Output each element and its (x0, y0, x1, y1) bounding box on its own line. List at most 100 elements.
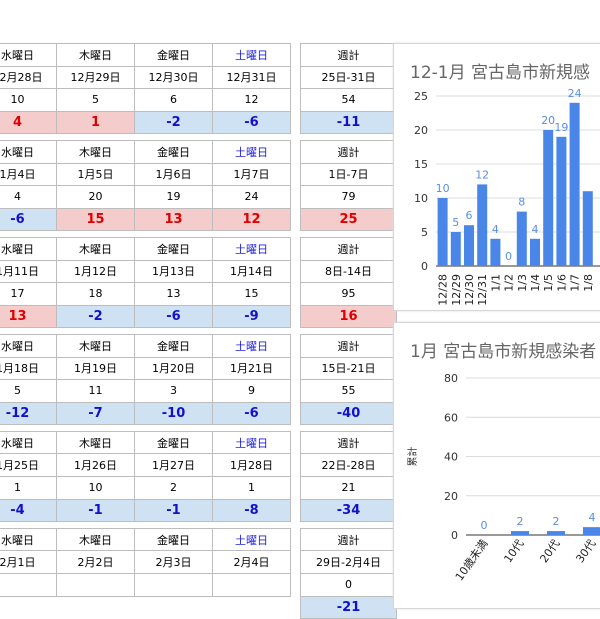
x-tick-label: 1/5 (542, 274, 555, 292)
day-header-cell: 土曜日 (212, 333, 291, 358)
day-date-cell: 1月5日 (56, 162, 135, 187)
day-diff-cell: -1 (134, 498, 213, 523)
day-count-cell: 18 (56, 282, 135, 306)
column-gap (291, 454, 301, 477)
x-tick-label: 12/30 (463, 274, 476, 306)
week-diffs-row: -12 -7 -10 -6 -40 (0, 401, 397, 426)
day-header-cell: 水曜日 (0, 139, 57, 164)
data-label: 5 (452, 216, 459, 229)
y-tick-label: 0 (421, 260, 428, 273)
bar (437, 198, 448, 266)
day-header-cell: 水曜日 (0, 236, 57, 261)
weekly-total-header-cell: 週計 (300, 43, 397, 67)
week-counts-row: 0 (0, 573, 397, 597)
column-gap (291, 357, 301, 380)
column-gap (291, 140, 301, 163)
weekly-total-date-cell: 8日-14日 (300, 259, 397, 284)
bar (477, 184, 488, 266)
day-diff-cell: -7 (56, 401, 135, 426)
weekly-total-date-cell: 25日-31日 (300, 65, 397, 90)
bar (511, 531, 529, 535)
x-tick-label: 20代 (537, 537, 562, 565)
day-header-cell: 金曜日 (134, 43, 213, 67)
day-header-cell: 木曜日 (56, 333, 135, 358)
column-gap (291, 163, 301, 186)
day-date-cell: 1月21日 (212, 356, 291, 381)
week-counts-row: 10 5 6 12 54 (0, 88, 397, 112)
column-gap (291, 260, 301, 283)
day-header-cell: 木曜日 (56, 139, 135, 164)
data-label: 4 (532, 223, 539, 236)
week-diffs-row: 4 1 -2 -6 -11 (0, 110, 397, 135)
weekly-total-count-cell: 0 (300, 573, 397, 597)
day-diff-cell: -4 (0, 498, 57, 523)
data-label: 4 (492, 223, 499, 236)
weekly-total-diff-cell: -34 (300, 498, 397, 523)
bar (547, 531, 565, 535)
column-gap (291, 431, 301, 454)
day-diff-cell: -6 (212, 401, 291, 426)
bar (464, 225, 474, 266)
day-header-cell: 金曜日 (134, 430, 213, 455)
day-header-cell: 土曜日 (212, 527, 291, 552)
day-header-cell: 水曜日 (0, 333, 57, 358)
day-date-cell: 1月26日 (56, 453, 135, 478)
bar (556, 136, 567, 266)
day-count-cell: 1 (0, 476, 57, 500)
day-count-cell: 12 (212, 88, 291, 112)
day-diff-cell: -6 (212, 110, 291, 135)
day-count-cell: 3 (134, 379, 213, 403)
age-cases-chart-card: 1月 宮古島市新規感染者 0 20 40 60 80 累計 0 10歳未満 2 10代 2 20代 4 3… (393, 322, 600, 609)
day-count-cell: 5 (0, 379, 57, 403)
day-date-cell: 2月4日 (212, 550, 291, 575)
weekly-total-diff-cell: -40 (300, 401, 397, 426)
day-diff-cell: 15 (56, 207, 135, 232)
weekly-total-date-cell: 1日-7日 (300, 162, 397, 187)
day-diff-cell: 4 (0, 110, 57, 135)
weekly-total-header-cell: 週計 (300, 139, 397, 164)
data-label: 2 (553, 515, 560, 528)
day-header-cell: 木曜日 (56, 43, 135, 67)
weekly-total-date-cell: 15日-21日 (300, 356, 397, 381)
bar (543, 130, 554, 266)
week-counts-row: 1 10 2 1 21 (0, 476, 397, 500)
y-tick-label: 60 (444, 411, 458, 424)
bar (582, 191, 593, 266)
day-date-cell: 12月31日 (212, 65, 291, 90)
bar (583, 527, 600, 535)
day-date-cell: 2月2日 (56, 550, 135, 575)
y-axis-label: 累計 (406, 447, 419, 467)
day-diff-cell: -6 (134, 304, 213, 329)
day-header-cell: 土曜日 (212, 43, 291, 67)
day-date-cell: 1月6日 (134, 162, 213, 187)
day-diff-cell: -9 (212, 304, 291, 329)
weekly-total-header-cell: 週計 (300, 527, 397, 552)
x-tick-label: 1/6 (555, 274, 568, 292)
day-count-cell: 10 (56, 476, 135, 500)
day-count-cell: 9 (212, 379, 291, 403)
day-count-cell: 13 (134, 282, 213, 306)
day-diff-cell: -12 (0, 401, 57, 426)
day-count-cell: 2 (134, 476, 213, 500)
day-count-cell (212, 573, 291, 597)
column-gap (291, 499, 301, 522)
week-dates-row: 1月4日 1月5日 1月6日 1月7日 1日-7日 (0, 162, 397, 187)
day-date-cell: 2月3日 (134, 550, 213, 575)
day-header-cell: 水曜日 (0, 430, 57, 455)
bar (530, 238, 540, 266)
day-diff-cell: -2 (134, 110, 213, 135)
day-header-cell: 水曜日 (0, 527, 57, 552)
day-count-cell: 10 (0, 88, 57, 112)
y-tick-label: 25 (414, 90, 428, 103)
day-count-cell: 24 (212, 185, 291, 209)
weekly-total-date-cell: 22日-28日 (300, 453, 397, 478)
data-label: 2 (517, 515, 524, 528)
day-count-cell: 6 (134, 88, 213, 112)
data-label: 8 (518, 196, 525, 209)
day-date-cell: 1月20日 (134, 356, 213, 381)
day-date-cell: 12月29日 (56, 65, 135, 90)
column-gap (291, 305, 301, 328)
day-header-cell: 金曜日 (134, 527, 213, 552)
column-gap (291, 66, 301, 89)
